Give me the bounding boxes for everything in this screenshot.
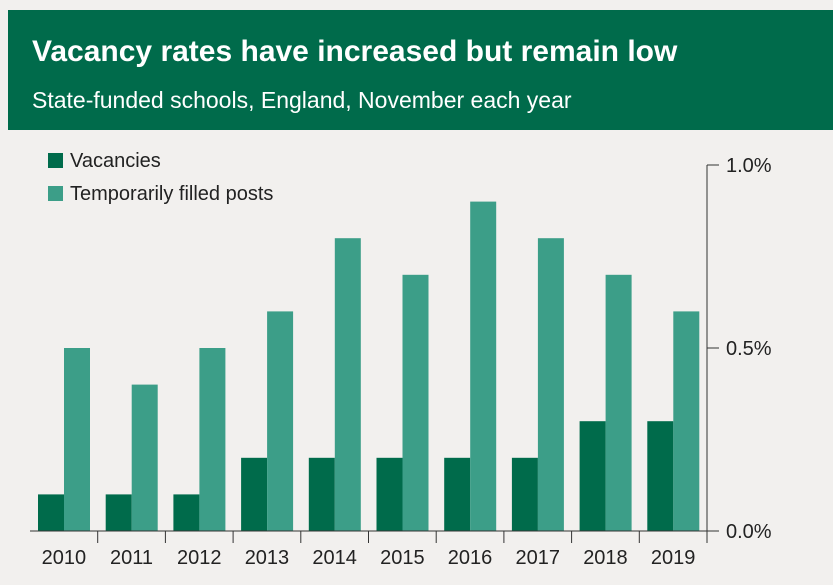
vacancies-bar-2018: [579, 421, 606, 531]
temporary-bar-2018: [605, 274, 632, 531]
chart-title: Vacancy rates have increased but remain …: [32, 35, 678, 68]
legend-label-vacancies: Vacancies: [70, 150, 161, 172]
vacancies-bar-2016: [444, 457, 471, 531]
chart-header: Vacancy rates have increased but remain …: [8, 10, 833, 130]
chart-subtitle: State-funded schools, England, November …: [32, 87, 572, 113]
x-tick-label-2017: 2017: [516, 547, 561, 569]
x-tick-label-2013: 2013: [245, 547, 290, 569]
x-tick-label-2012: 2012: [177, 547, 222, 569]
temporary-bar-2016: [470, 201, 497, 531]
temporary-bar-2015: [402, 274, 429, 531]
legend-swatch-temporary: [48, 186, 63, 201]
x-tick-label-2016: 2016: [448, 547, 493, 569]
temporary-bar-2019: [673, 311, 700, 531]
x-tick-label-2010: 2010: [42, 547, 87, 569]
x-tick-label-2019: 2019: [651, 547, 696, 569]
vacancies-bar-2015: [376, 457, 403, 531]
bar-chart: Vacancies Temporarily filled posts 2010 201…: [30, 150, 772, 569]
x-tick-label-2018: 2018: [583, 547, 628, 569]
vacancies-bar-2014: [308, 457, 335, 531]
vacancies-bar-2011: [105, 494, 132, 531]
y-tick-label-1: 0.5%: [726, 338, 772, 360]
vacancies-bar-2017: [511, 457, 538, 531]
y-tick-label-0: 0.0%: [726, 521, 772, 543]
temporary-bar-2010: [64, 348, 90, 531]
x-tick-label-2011: 2011: [110, 547, 153, 569]
x-tick-label-2014: 2014: [312, 547, 357, 569]
vacancies-bar-2010: [38, 494, 64, 531]
temporary-bar-2017: [537, 238, 564, 531]
chart-area: Vacancies Temporarily filled posts 2010 201…: [0, 130, 833, 580]
vacancies-bar-2019: [647, 421, 674, 531]
y-tick-label-2: 1.0%: [726, 155, 772, 177]
x-tick-label-2015: 2015: [380, 547, 425, 569]
legend-label-temporary: Temporarily filled posts: [70, 183, 273, 205]
temporary-bar-2012: [199, 348, 226, 531]
temporary-bar-2014: [334, 238, 361, 531]
temporary-bar-2011: [131, 384, 158, 531]
vacancies-bar-2012: [173, 494, 200, 531]
vacancies-bar-2013: [241, 457, 268, 531]
legend-swatch-vacancies: [48, 153, 63, 168]
temporary-bar-2013: [267, 311, 294, 531]
